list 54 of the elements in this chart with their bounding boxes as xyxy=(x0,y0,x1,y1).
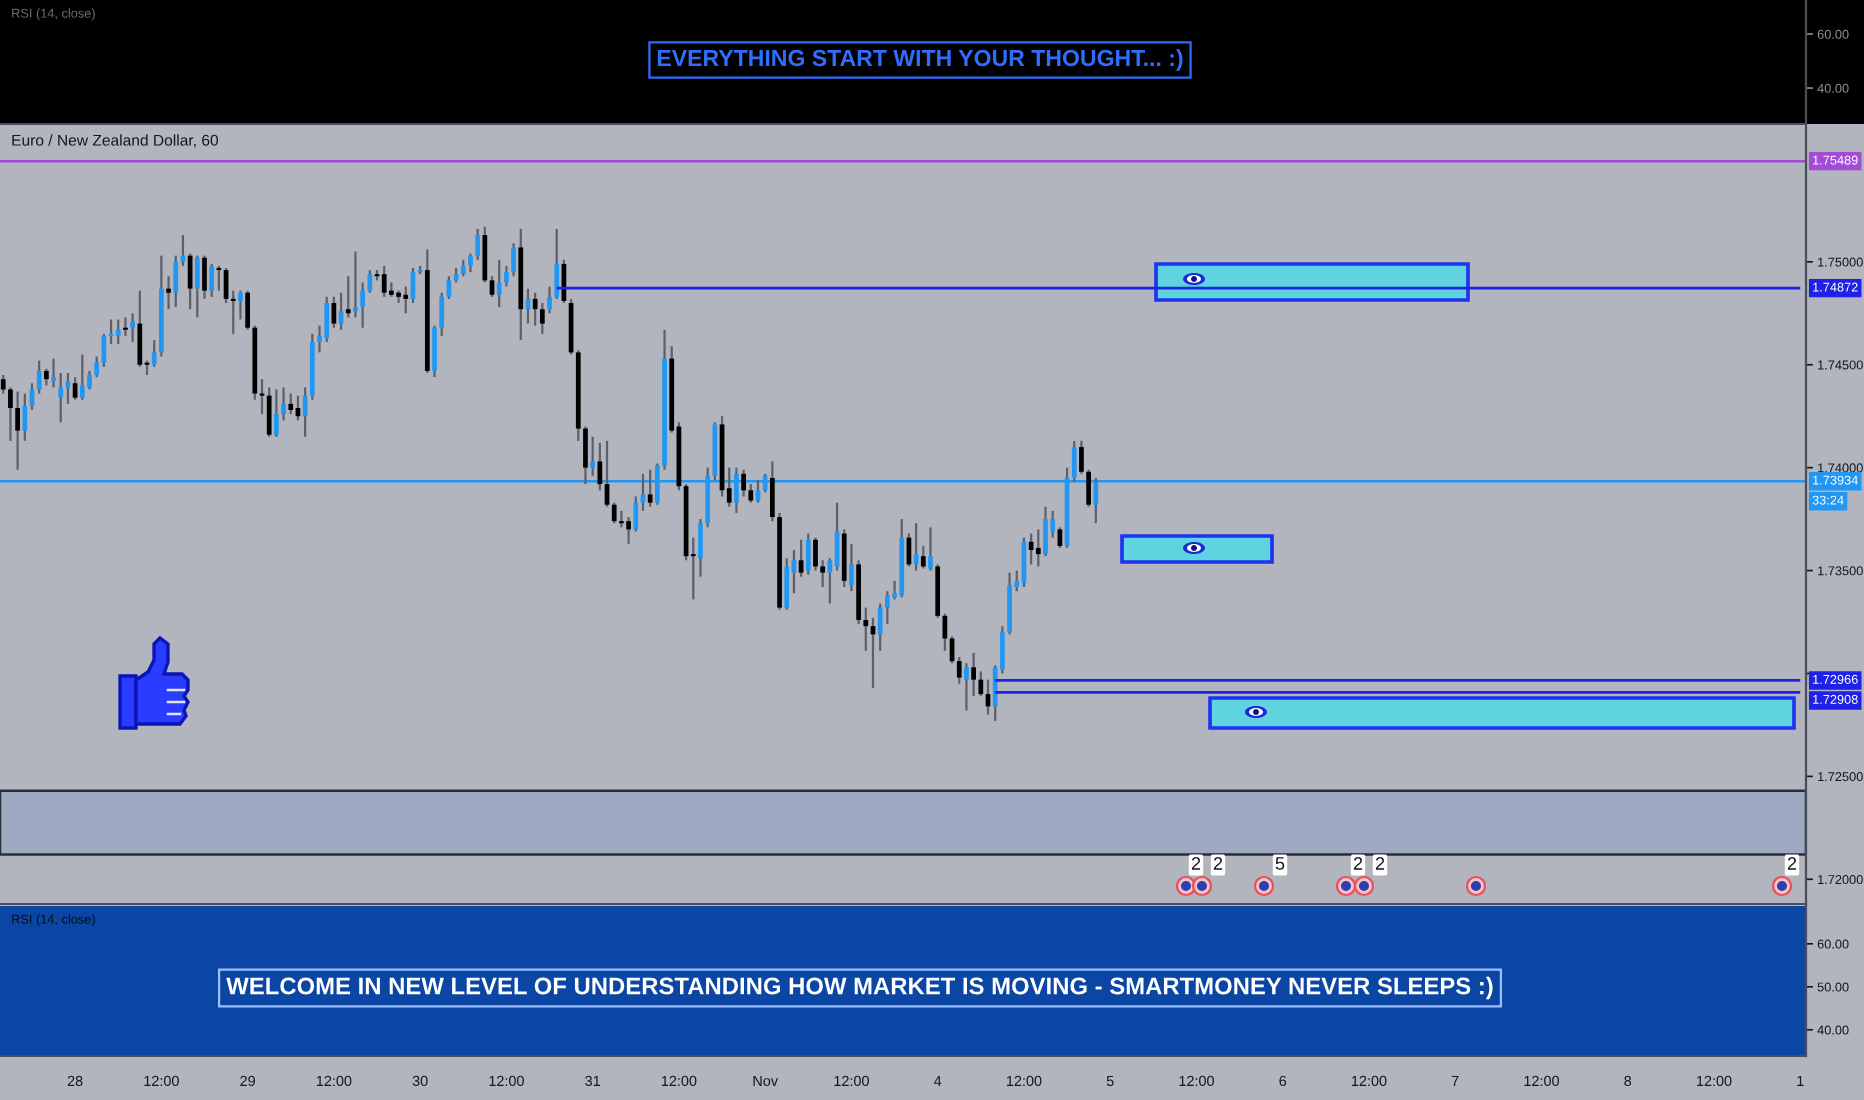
candlestick xyxy=(849,542,854,593)
candlestick xyxy=(964,662,969,712)
candlestick xyxy=(389,281,394,298)
candlestick xyxy=(532,291,538,327)
candlestick xyxy=(324,295,330,344)
candlestick xyxy=(805,532,811,576)
candlestick xyxy=(115,318,121,346)
candlestick xyxy=(173,254,179,309)
annotation: 2 xyxy=(1213,857,1223,870)
candlestick xyxy=(611,501,617,525)
candlestick xyxy=(784,557,790,611)
candlestick xyxy=(15,390,20,471)
candlestick xyxy=(137,289,143,368)
candlestick xyxy=(266,386,272,438)
annotation: WELCOME IN NEW LEVEL OF UNDERSTANDING HOW MARKET IS MOVING - SMARTMONEY NEVER SLEEPS :) xyxy=(226,976,1493,1000)
candlestick xyxy=(971,651,976,698)
candlestick xyxy=(353,250,358,319)
candlestick xyxy=(202,254,207,300)
annotation: 5 xyxy=(1275,857,1285,870)
candlestick xyxy=(496,258,502,309)
candlestick xyxy=(1043,505,1048,558)
candlestick xyxy=(590,435,596,477)
candlestick xyxy=(1035,528,1041,568)
candlestick xyxy=(209,262,215,298)
candlestick xyxy=(403,285,409,315)
candlestick xyxy=(741,468,746,498)
candlestick xyxy=(288,392,294,416)
candlestick xyxy=(36,359,42,395)
candlestick xyxy=(928,526,933,572)
candlestick xyxy=(920,544,926,570)
annotation: 2 xyxy=(1375,857,1385,870)
candlestick xyxy=(813,536,818,572)
candlestick xyxy=(194,254,200,319)
candlestick xyxy=(238,289,243,321)
candlestick xyxy=(58,371,64,424)
candlestick xyxy=(130,312,135,344)
candlestick xyxy=(619,509,624,529)
candlestick xyxy=(87,369,92,391)
candlestick xyxy=(274,388,279,438)
candlestick xyxy=(123,316,128,338)
candlestick xyxy=(482,225,488,284)
candlestick xyxy=(647,468,653,508)
annotation: EVERYTHING START WITH YOUR THOUGHT... :) xyxy=(657,49,1183,71)
annotation: 2 xyxy=(1191,857,1201,870)
annotation: 2 xyxy=(1787,857,1797,870)
candlestick xyxy=(51,357,56,389)
candlestick xyxy=(79,353,85,401)
candlestick xyxy=(626,515,631,545)
candlestick xyxy=(381,264,387,298)
annotation: 2 xyxy=(1353,857,1363,870)
candlestick xyxy=(230,289,236,335)
candlestick xyxy=(597,441,603,492)
candlestick xyxy=(166,275,171,311)
candlestick xyxy=(841,528,847,589)
